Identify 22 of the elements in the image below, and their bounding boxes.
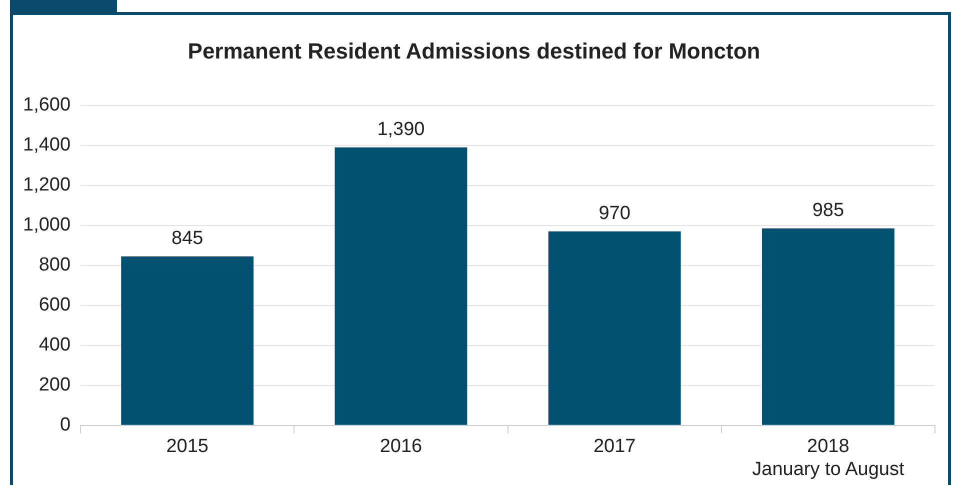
data-label: 985 (812, 200, 844, 222)
data-label: 970 (598, 203, 630, 224)
x-tick-label: 2015 (166, 436, 208, 458)
y-tick-label: 1,000 (23, 214, 71, 236)
bar (762, 228, 894, 425)
y-tick-label: 800 (38, 254, 71, 276)
data-label: 845 (172, 228, 204, 250)
x-tick-label: 2018 January to August (752, 436, 905, 480)
y-tick-label: 1,400 (23, 134, 71, 156)
bar (548, 231, 681, 425)
x-tick-label: 2016 (380, 436, 422, 458)
chart-title: Permanent Resident Admissions destined for Moncton (188, 38, 760, 64)
y-tick-label: 1,200 (23, 174, 71, 196)
bar (121, 256, 254, 425)
y-tick-label: 400 (38, 334, 71, 356)
data-label: 1,390 (377, 119, 425, 140)
y-tick-label: 0 (60, 414, 71, 436)
y-tick-label: 1,600 (23, 94, 71, 116)
x-tick-label: 2017 (593, 436, 636, 458)
y-tick-label: 200 (38, 374, 71, 396)
bar (334, 147, 468, 425)
y-tick-label: 600 (38, 294, 71, 316)
